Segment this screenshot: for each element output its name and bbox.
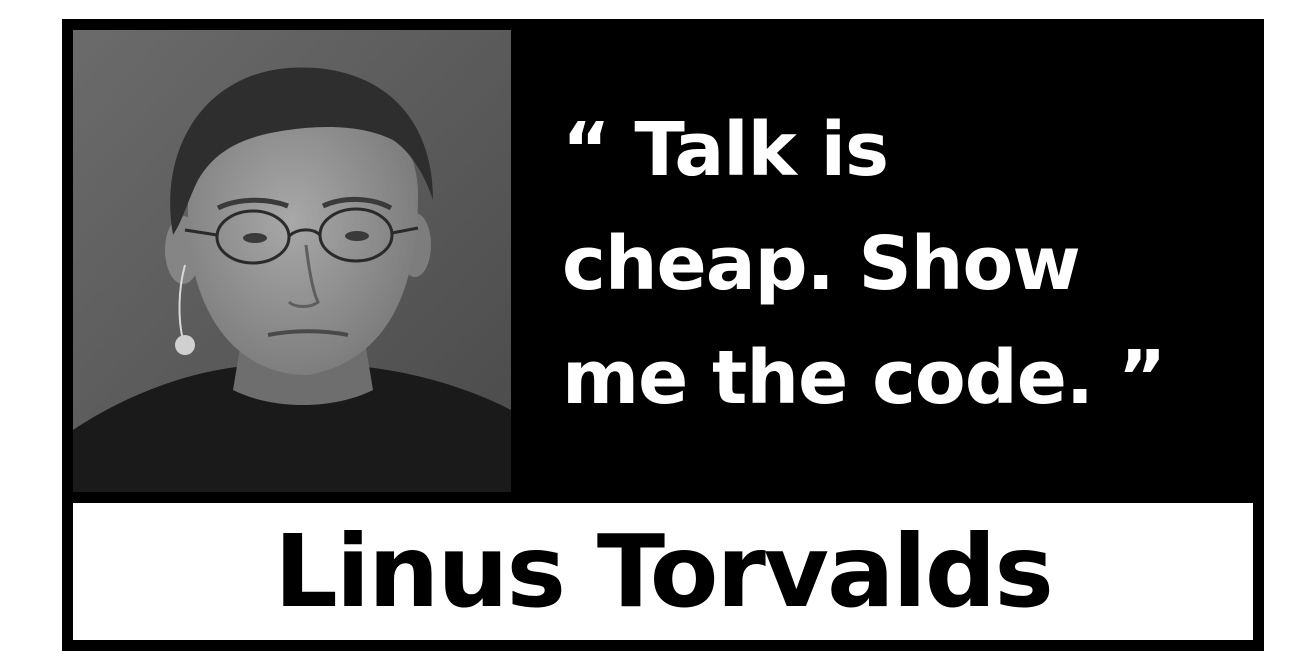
quote-line: me the code. ” [562,335,1166,421]
portrait-photo [73,30,511,492]
quote-line: cheap. Show [562,221,1081,307]
quote-text: “ Talk is cheap. Show me the code. ” [562,93,1242,435]
quote-card: “ Talk is cheap. Show me the code. ” Lin… [62,19,1264,651]
quote-line: “ Talk is [562,107,889,193]
author-name: Linus Torvalds [274,513,1054,630]
portrait-illustration [73,30,511,492]
author-bar: Linus Torvalds [73,503,1253,640]
